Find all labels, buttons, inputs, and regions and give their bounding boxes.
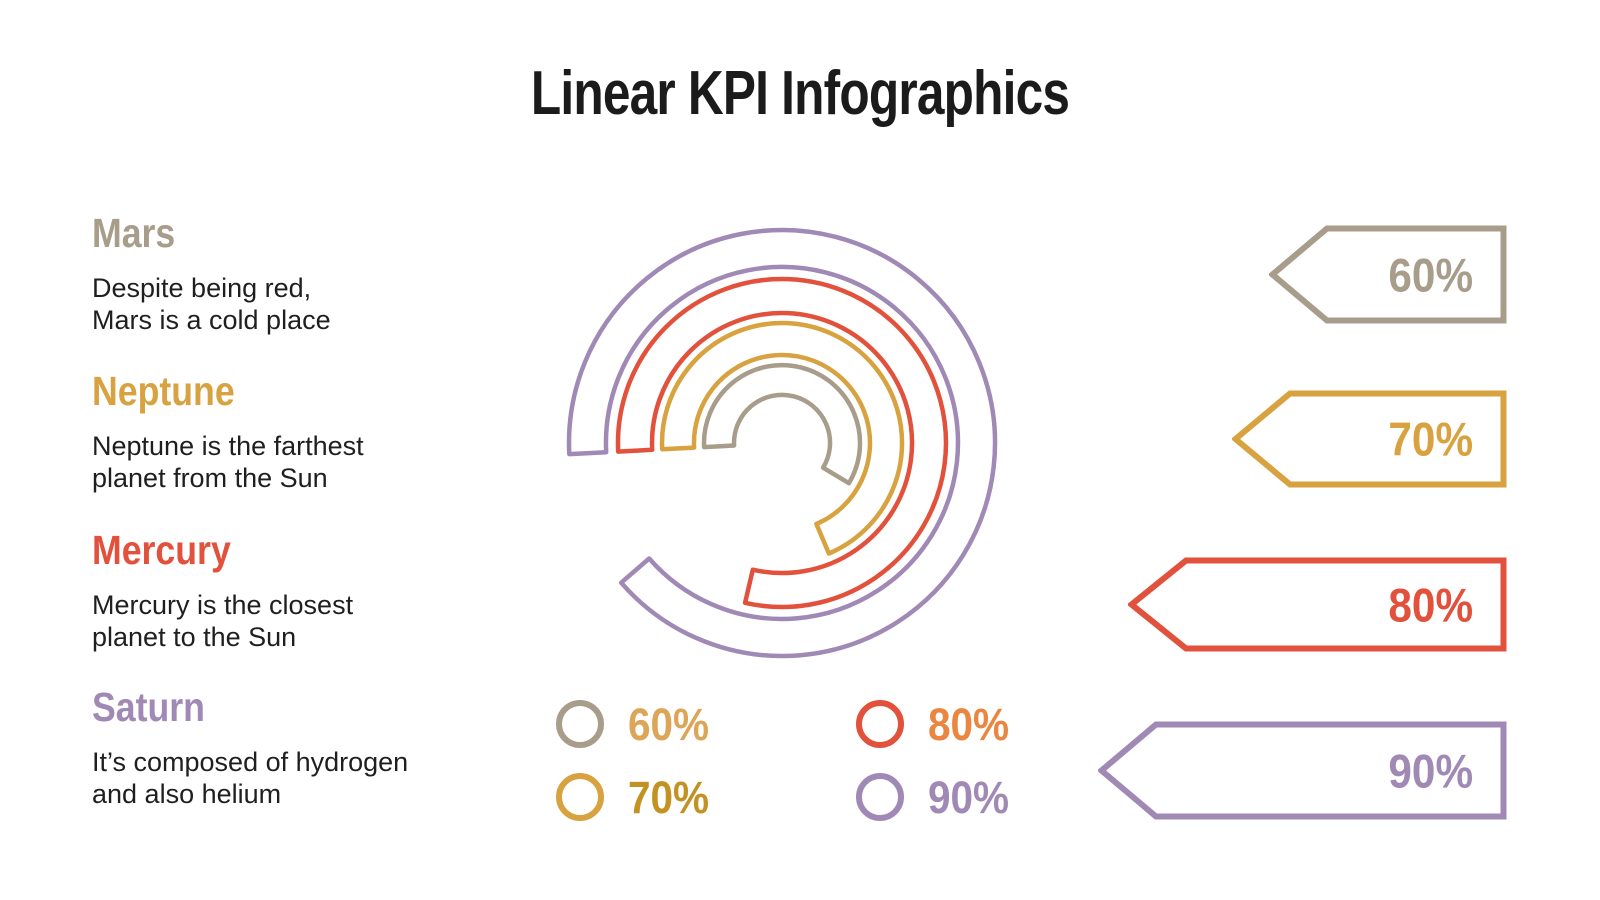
planet-description-saturn: It’s composed of hydrogen and also heliu… <box>92 747 409 810</box>
planet-description-mars: Despite being red, Mars is a cold place <box>92 273 331 336</box>
planet-name-mars: Mars <box>92 210 176 256</box>
kpi-arrow-70: 70% <box>1232 390 1507 488</box>
planet-item-mercury: Mercury Mercury is the closest planet to… <box>92 527 522 654</box>
kpi-arrow-value-80: 80% <box>1388 578 1473 631</box>
planet-item-mars: Mars Despite being red, Mars is a cold p… <box>92 210 522 337</box>
legend-item-80: 80% <box>856 700 1018 748</box>
kpi-arrow-60: 60% <box>1269 225 1507 324</box>
legend-item-60: 60% <box>556 700 718 748</box>
planet-description-mercury: Mercury is the closest planet to the Sun <box>92 590 354 653</box>
planet-item-neptune: Neptune Neptune is the farthest planet f… <box>92 368 522 495</box>
planet-item-saturn: Saturn It’s composed of hydrogen and als… <box>92 684 522 811</box>
planet-description-neptune: Neptune is the farthest planet from the … <box>92 431 364 494</box>
legend-label-60: 60% <box>628 698 710 750</box>
left-arrow-outline-icon <box>1269 225 1507 324</box>
kpi-arrow-80: 80% <box>1128 557 1507 652</box>
ring-neptune <box>659 320 905 556</box>
kpi-arrow-90: 90% <box>1098 721 1507 820</box>
legend-circle-icon <box>556 700 604 748</box>
legend-circle-icon <box>856 773 904 821</box>
legend-circle-icon <box>856 700 904 748</box>
planet-name-neptune: Neptune <box>92 368 235 414</box>
planet-name-saturn: Saturn <box>92 684 205 730</box>
ring-saturn <box>566 227 998 659</box>
legend-label-90: 90% <box>928 771 1010 823</box>
kpi-arrow-value-70: 70% <box>1388 412 1473 466</box>
chart-legend: 60% 70% 80% 90% <box>556 700 1036 850</box>
planet-name-mercury: Mercury <box>92 527 231 573</box>
legend-item-70: 70% <box>556 773 718 821</box>
legend-label-70: 70% <box>628 771 710 823</box>
ring-mars <box>701 362 863 486</box>
radial-progress-chart <box>566 227 998 659</box>
left-arrow-outline-icon <box>1098 721 1507 820</box>
kpi-arrow-value-60: 60% <box>1388 248 1473 301</box>
ring-mercury <box>615 276 949 610</box>
page-title: Linear KPI Infographics <box>530 59 1070 128</box>
legend-circle-icon <box>556 773 604 821</box>
left-arrow-outline-icon <box>1232 390 1507 488</box>
kpi-arrow-value-90: 90% <box>1388 744 1473 797</box>
legend-item-90: 90% <box>856 773 1018 821</box>
legend-label-80: 80% <box>928 698 1010 750</box>
left-arrow-outline-icon <box>1128 557 1507 652</box>
